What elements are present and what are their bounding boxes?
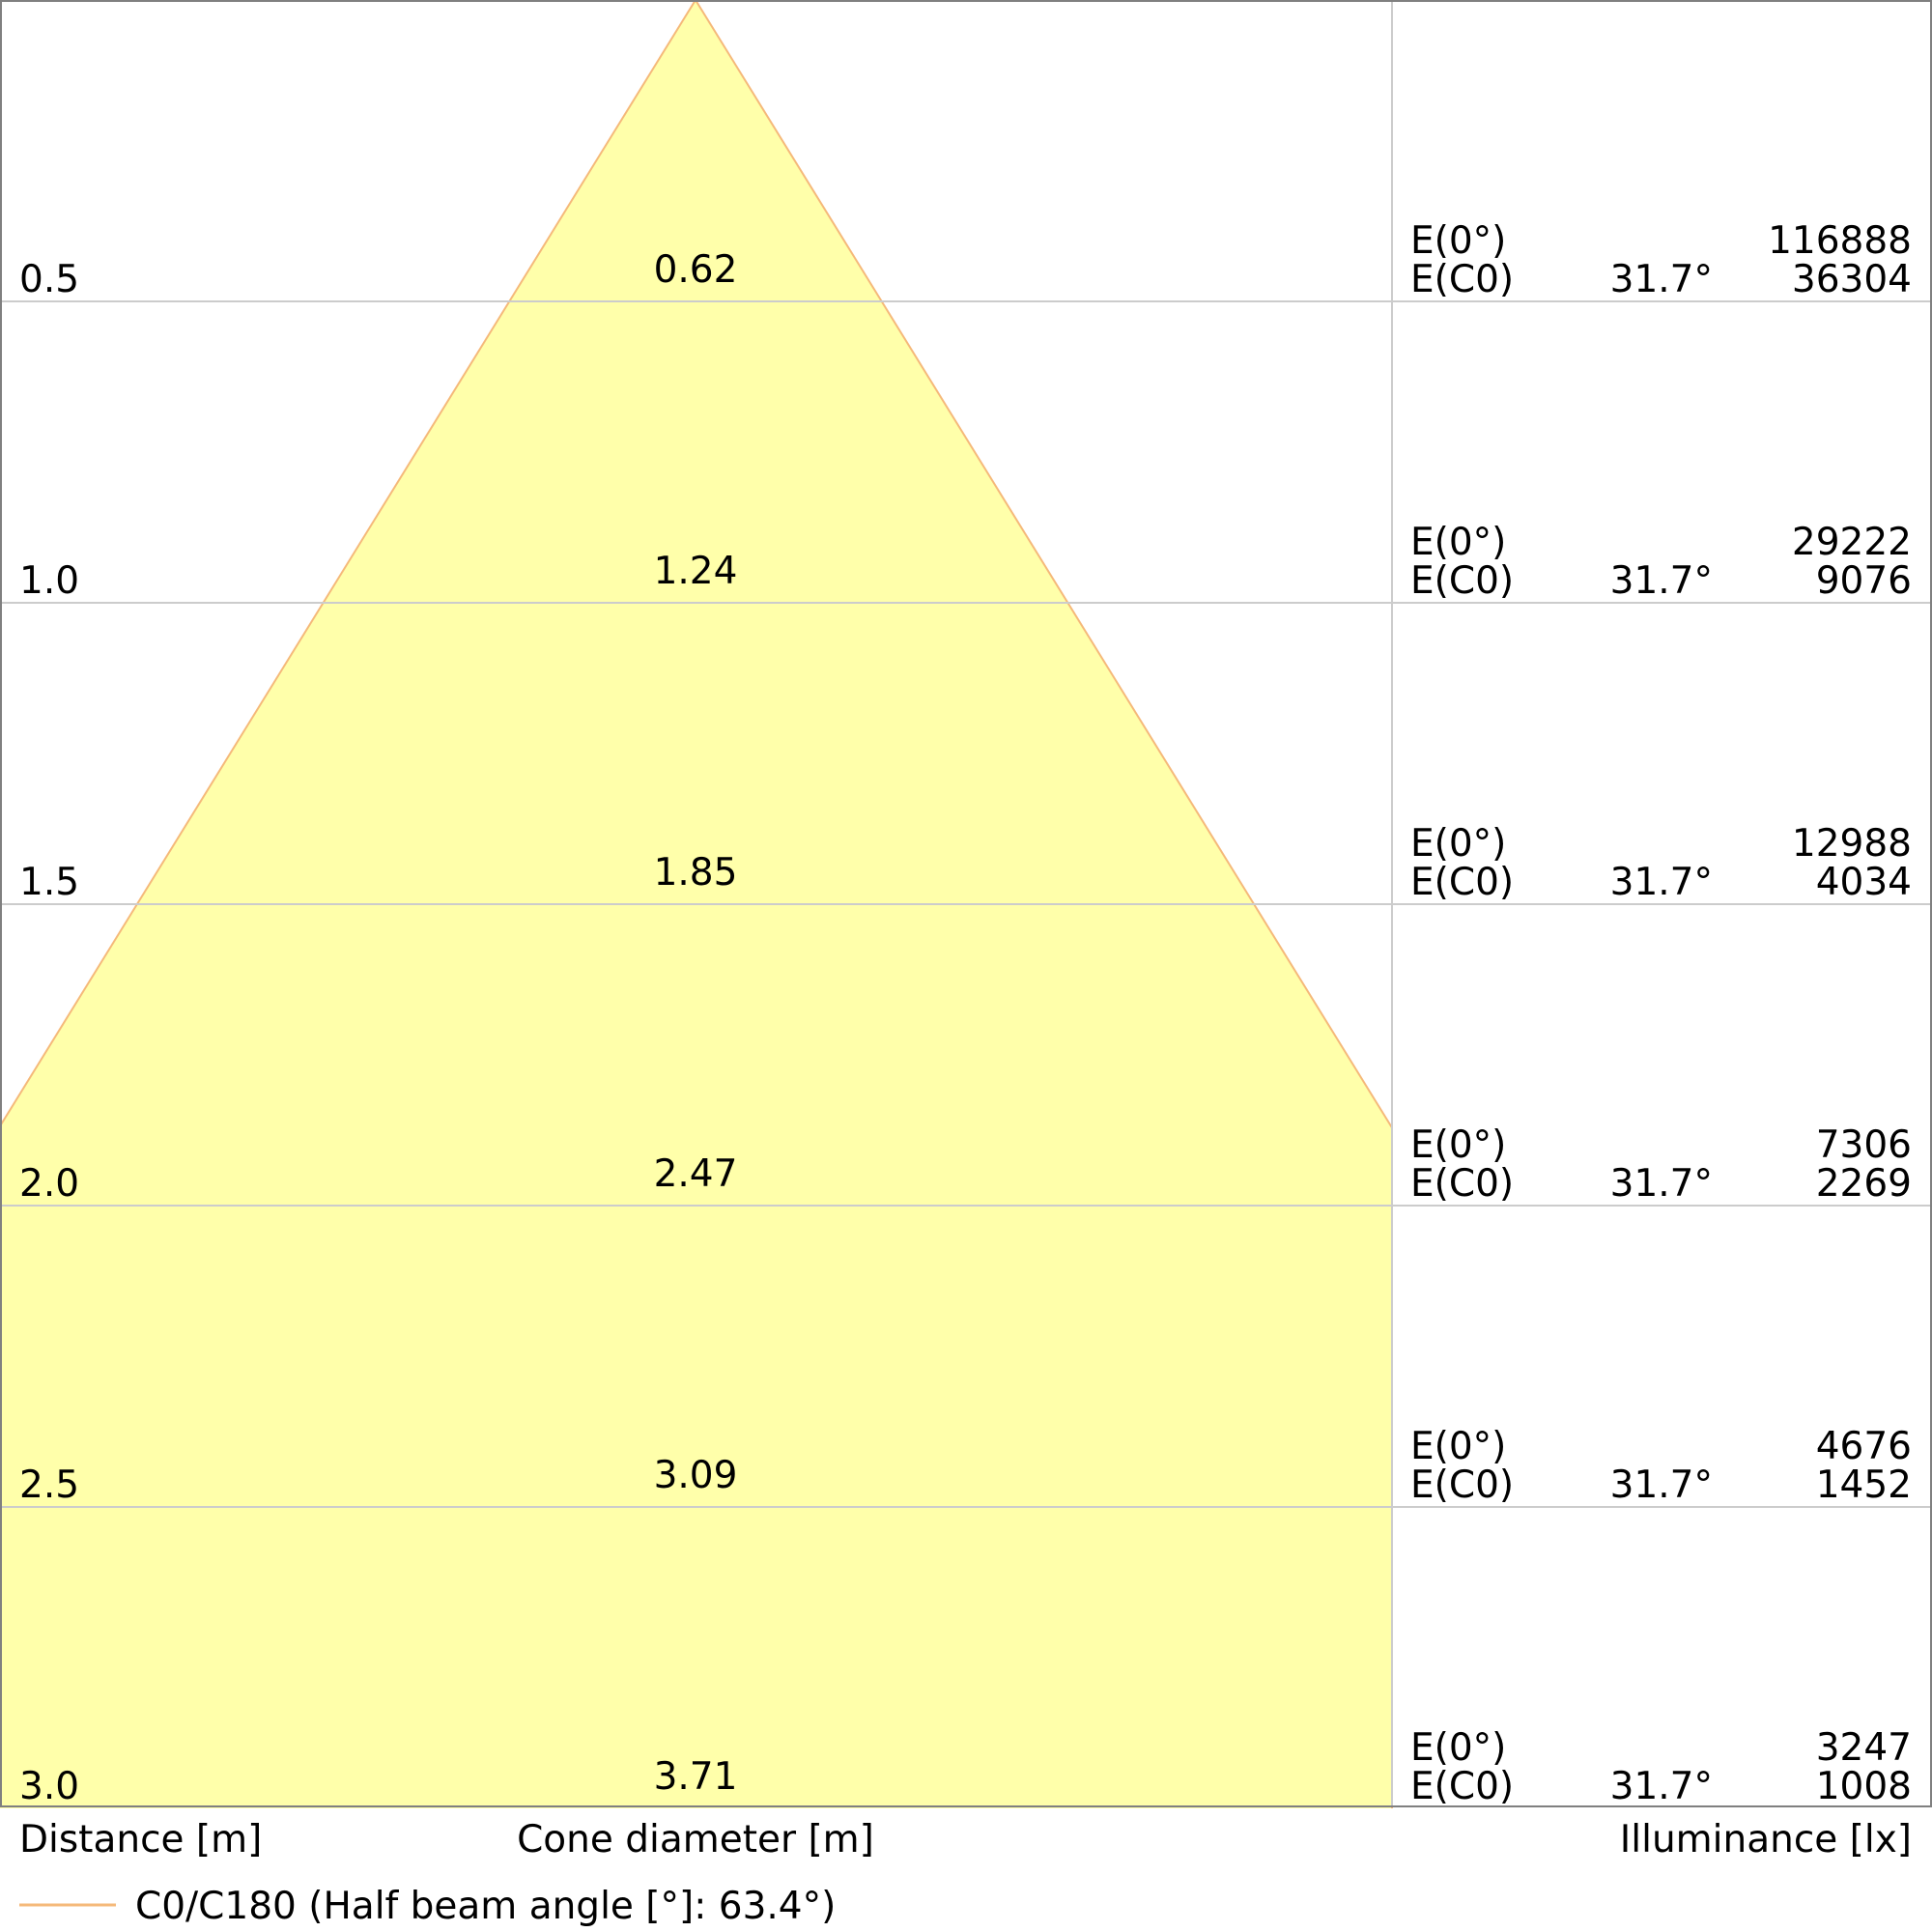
legend: C0/C180 (Half beam angle [°]: 63.4°) — [19, 1885, 836, 1928]
e-c0-value: 36304 — [1792, 258, 1912, 301]
e-center-value: 12988 — [1792, 822, 1912, 866]
cone-edge-right — [695, 0, 1393, 1128]
c0-angle-value: 31.7° — [1610, 559, 1713, 603]
distance-row: 2.5 3.09 E(0°) 4676 E(C0) 31.7° 1452 — [19, 1425, 1912, 1507]
distance-value: 2.0 — [19, 1162, 79, 1206]
e-center-value: 4676 — [1816, 1425, 1912, 1468]
e-center-value: 3247 — [1816, 1726, 1912, 1770]
rows-layer: 0.5 0.62 E(0°) 116888 E(C0) 31.7° 36304 1.0 1.24… — [19, 219, 1912, 1808]
e-center-label: E(0°) — [1410, 822, 1506, 866]
distance-row: 1.5 1.85 E(0°) 12988 E(C0) 31.7° 4034 — [19, 822, 1912, 904]
distance-axis-label: Distance [m] — [19, 1818, 262, 1861]
e-center-label: E(0°) — [1410, 1425, 1506, 1468]
e-c0-value: 2269 — [1816, 1162, 1912, 1206]
cone-diameter-value: 1.85 — [654, 851, 738, 895]
e-center-label: E(0°) — [1410, 521, 1506, 564]
distance-row: 2.0 2.47 E(0°) 7306 E(C0) 31.7° 2269 — [19, 1123, 1912, 1206]
e-c0-value: 1452 — [1816, 1463, 1912, 1507]
e-center-label: E(0°) — [1410, 1123, 1506, 1167]
grid-layer — [0, 0, 1932, 1807]
e-c0-label: E(C0) — [1410, 559, 1514, 603]
cone-edge-left — [0, 0, 696, 1127]
distance-value: 1.0 — [19, 559, 79, 603]
e-center-value: 116888 — [1768, 219, 1912, 263]
cone-diameter-value: 0.62 — [654, 248, 738, 292]
e-c0-label: E(C0) — [1410, 1162, 1514, 1206]
e-c0-label: E(C0) — [1410, 1765, 1514, 1808]
c0-angle-value: 31.7° — [1610, 1765, 1713, 1808]
distance-row: 0.5 0.62 E(0°) 116888 E(C0) 31.7° 36304 — [19, 219, 1912, 301]
e-center-value: 29222 — [1792, 521, 1912, 564]
e-c0-value: 1008 — [1816, 1765, 1912, 1808]
c0-angle-value: 31.7° — [1610, 1162, 1713, 1206]
c0-angle-value: 31.7° — [1610, 258, 1713, 301]
e-c0-label: E(C0) — [1410, 258, 1514, 301]
cone-diameter-value: 3.09 — [654, 1454, 738, 1497]
e-center-label: E(0°) — [1410, 219, 1506, 263]
diameter-axis-label: Cone diameter [m] — [517, 1818, 874, 1861]
distance-value: 3.0 — [19, 1765, 79, 1808]
cone-diameter-value: 2.47 — [654, 1152, 738, 1196]
distance-value: 1.5 — [19, 861, 79, 904]
e-center-value: 7306 — [1816, 1123, 1912, 1167]
legend-label: C0/C180 (Half beam angle [°]: 63.4°) — [135, 1885, 836, 1928]
c0-angle-value: 31.7° — [1610, 861, 1713, 904]
e-c0-value: 4034 — [1816, 861, 1912, 904]
e-center-label: E(0°) — [1410, 1726, 1506, 1770]
distance-row: 1.0 1.24 E(0°) 29222 E(C0) 31.7° 9076 — [19, 521, 1912, 603]
c0-angle-value: 31.7° — [1610, 1463, 1713, 1507]
e-c0-value: 9076 — [1816, 559, 1912, 603]
e-c0-label: E(C0) — [1410, 1463, 1514, 1507]
cone-diameter-value: 1.24 — [654, 550, 738, 593]
e-c0-label: E(C0) — [1410, 861, 1514, 904]
illuminance-axis-label: Illuminance [lx] — [1620, 1818, 1912, 1861]
cone-diameter-value: 3.71 — [654, 1755, 738, 1799]
distance-row: 3.0 3.71 E(0°) 3247 E(C0) 31.7° 1008 — [19, 1726, 1912, 1808]
distance-value: 0.5 — [19, 258, 79, 301]
distance-value: 2.5 — [19, 1463, 79, 1507]
chart-frame — [0, 0, 1932, 1807]
